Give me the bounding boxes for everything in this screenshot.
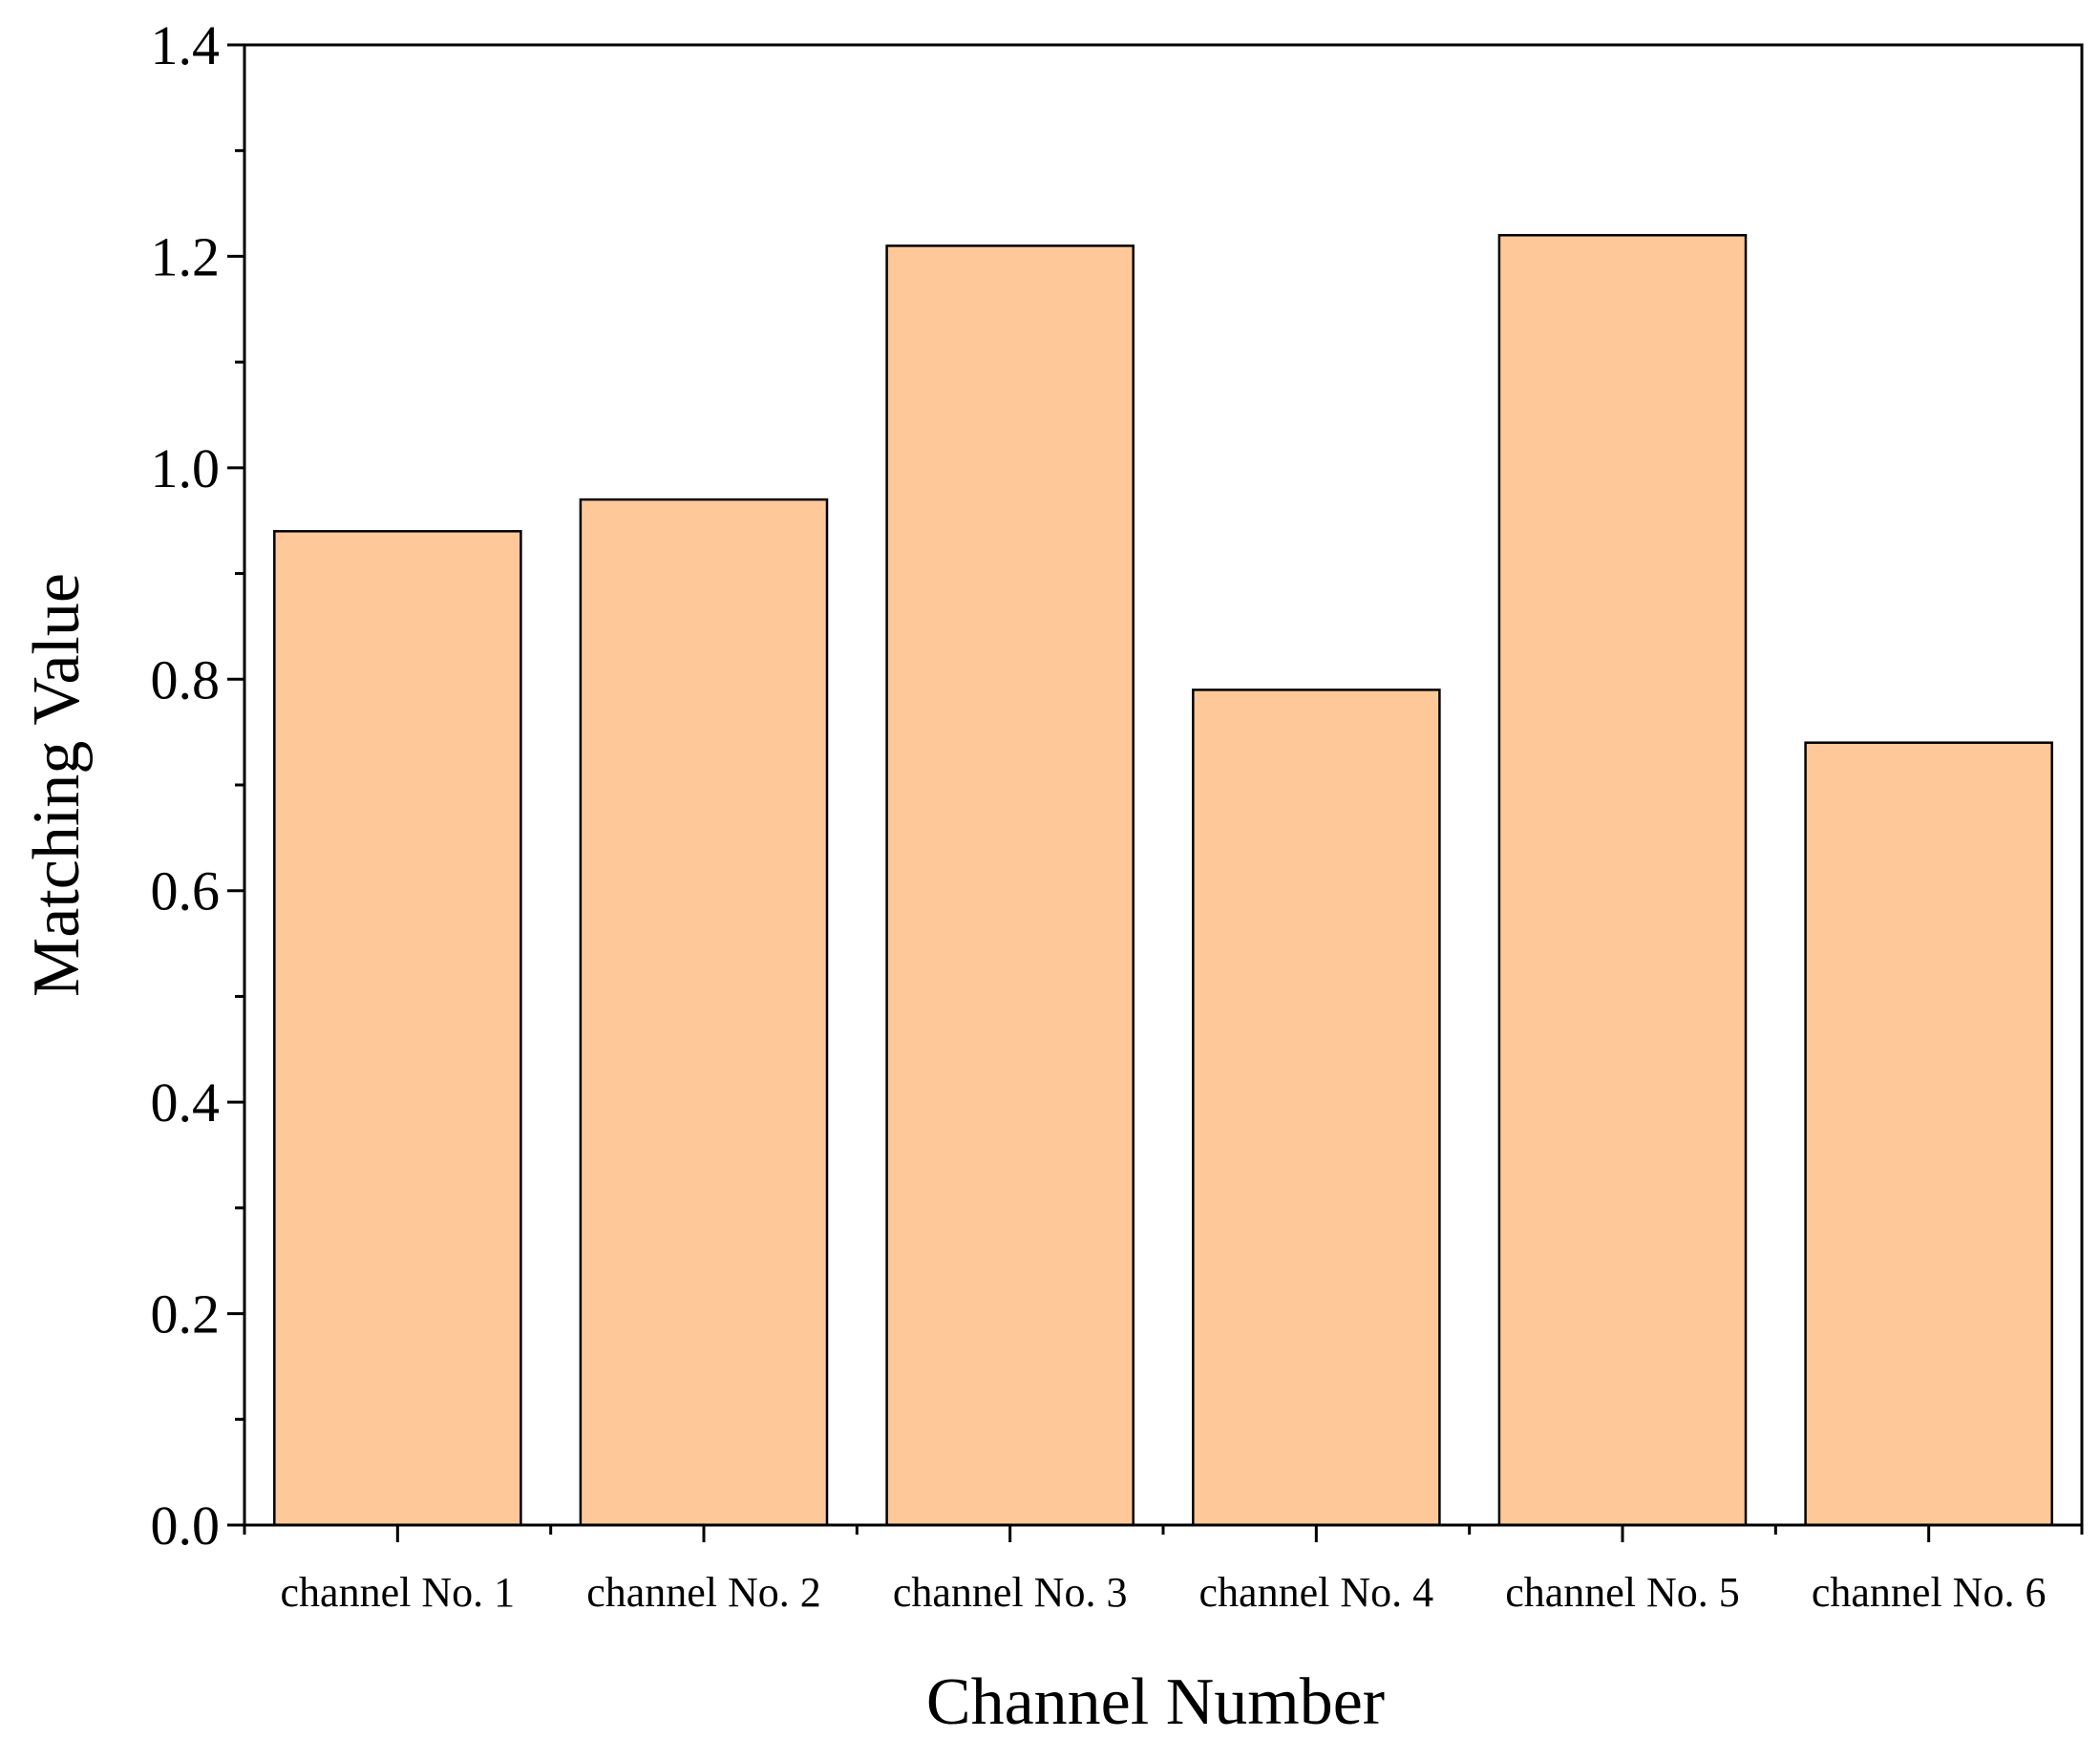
x-category-label: channel No. 6: [1812, 1569, 2047, 1616]
y-tick-label: 0.8: [151, 648, 221, 710]
labels-layer: 0.0 0.2 0.4 0.6 0.8 1.0 1.2 1.4 channel No. 1 cha…: [151, 14, 2047, 1616]
y-axis-title: Matching Value: [20, 573, 94, 997]
bar-3: [885, 244, 1135, 1527]
x-category-label: channel No. 2: [586, 1569, 821, 1616]
y-tick-label: 0.6: [151, 860, 221, 922]
bars-layer: [273, 234, 2053, 1527]
y-tick-label: 0.4: [151, 1071, 221, 1134]
bar-2: [579, 498, 829, 1527]
y-tick-label: 1.0: [151, 437, 221, 499]
x-category-label: channel No. 3: [893, 1569, 1128, 1616]
axes-layer: [227, 43, 2084, 1542]
x-axis-title: Channel Number: [926, 1665, 1385, 1733]
bar-6: [1804, 741, 2053, 1527]
bar-1: [273, 530, 522, 1527]
y-tick-label: 0.2: [151, 1283, 221, 1346]
y-tick-label: 1.2: [151, 225, 221, 287]
bar-5: [1497, 234, 1748, 1527]
y-tick-label: 1.4: [151, 14, 221, 76]
y-tick-label: 0.0: [151, 1494, 221, 1557]
x-category-label: channel No. 4: [1199, 1569, 1434, 1616]
x-category-label: channel No. 1: [281, 1569, 516, 1616]
x-category-label: channel No. 5: [1505, 1569, 1740, 1616]
bar-4: [1192, 689, 1441, 1527]
